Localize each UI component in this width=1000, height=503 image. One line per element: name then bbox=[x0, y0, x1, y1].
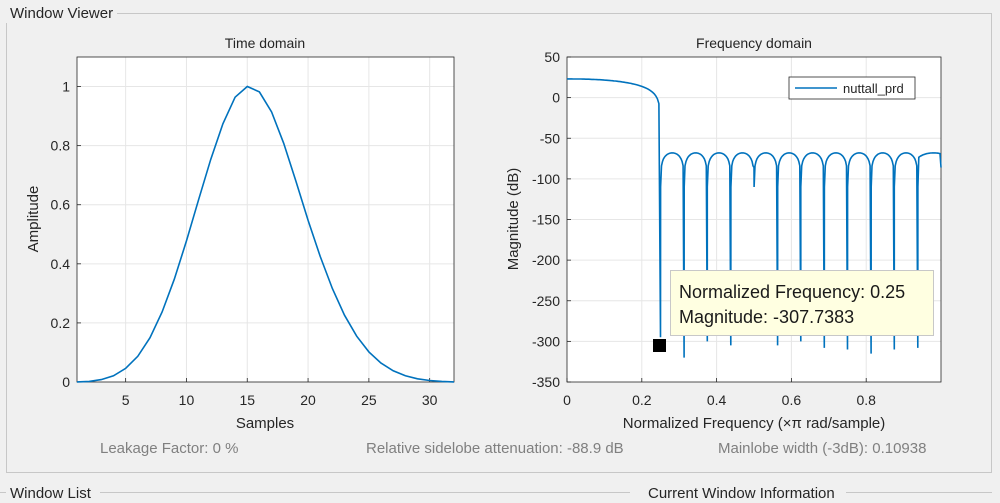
freq-ticks: 0 0.2 0.4 0.6 0.8 50 0 -50 -100 -150 -200 -250 -300 -… bbox=[532, 49, 876, 408]
frequency-domain-axes[interactable]: 0 0.2 0.4 0.6 0.8 50 0 -50 -100 -150 -200 -250 -300 -… bbox=[505, 35, 942, 432]
time-y-tick-label: 1 bbox=[62, 79, 70, 95]
mainlobe-width: Mainlobe width (-3dB): 0.10938 bbox=[718, 440, 927, 457]
current-window-border bbox=[846, 492, 992, 493]
time-y-tick-label: 0.2 bbox=[51, 315, 71, 331]
time-ticks: 5 10 15 20 25 30 0 0.2 0.4 0.6 0.8 1 bbox=[51, 79, 438, 408]
window-list-border bbox=[0, 492, 6, 493]
current-window-title: Current Window Information bbox=[644, 485, 839, 503]
freq-x-tick-label: 0 bbox=[563, 392, 571, 408]
leakage-factor: Leakage Factor: 0 % bbox=[100, 440, 239, 457]
datatip-tooltip[interactable]: Normalized Frequency: 0.25 Magnitude: -3… bbox=[670, 270, 934, 336]
time-x-tick-label: 10 bbox=[179, 392, 195, 408]
window-list-title: Window List bbox=[6, 485, 95, 503]
legend-label: nuttall_prd bbox=[843, 81, 904, 96]
freq-y-tick-label: -150 bbox=[532, 212, 560, 228]
time-x-tick-label: 25 bbox=[361, 392, 377, 408]
time-plot-area bbox=[77, 57, 454, 382]
time-y-tick-label: 0 bbox=[62, 374, 70, 390]
time-x-tick-label: 30 bbox=[422, 392, 438, 408]
time-chart-title: Time domain bbox=[225, 35, 305, 51]
time-x-tick-label: 5 bbox=[122, 392, 130, 408]
time-y-tick-label: 0.8 bbox=[51, 138, 71, 154]
window-list-border-right bbox=[100, 492, 630, 493]
freq-x-tick-label: 0.2 bbox=[632, 392, 652, 408]
freq-x-tick-label: 0.4 bbox=[707, 392, 727, 408]
panel-title: Window Viewer bbox=[6, 5, 118, 23]
freq-y-tick-label: 50 bbox=[544, 49, 560, 65]
time-x-tick-label: 15 bbox=[239, 392, 255, 408]
freq-chart-title: Frequency domain bbox=[696, 35, 812, 51]
sidelobe-attenuation: Relative sidelobe attenuation: -88.9 dB bbox=[366, 440, 624, 457]
freq-y-tick-label: 0 bbox=[552, 90, 560, 106]
window-viewer-panel bbox=[6, 13, 992, 473]
datatip-frequency: Normalized Frequency: 0.25 bbox=[679, 282, 906, 302]
freq-x-tick-label: 0.6 bbox=[782, 392, 802, 408]
time-domain-axes[interactable]: 5 10 15 20 25 30 0 0.2 0.4 0.6 0.8 1 Time domain Sa… bbox=[25, 35, 455, 432]
legend-box bbox=[788, 76, 916, 100]
time-axes-box bbox=[76, 56, 455, 383]
time-x-tick-label: 20 bbox=[300, 392, 316, 408]
freq-series-line bbox=[567, 78, 942, 358]
time-y-tick-label: 0.6 bbox=[51, 197, 71, 213]
freq-x-axis-label: Normalized Frequency (×π rad/sample) bbox=[623, 415, 886, 432]
freq-y-tick-label: -250 bbox=[532, 293, 560, 309]
freq-y-axis-label: Magnitude (dB) bbox=[505, 168, 522, 271]
time-series-line bbox=[76, 85, 455, 383]
freq-y-tick-label: -50 bbox=[540, 130, 560, 146]
freq-y-tick-label: -300 bbox=[532, 333, 560, 349]
freq-y-tick-label: -200 bbox=[532, 252, 560, 268]
time-y-axis-label: Amplitude bbox=[25, 186, 42, 253]
freq-x-tick-label: 0.8 bbox=[856, 392, 876, 408]
datatip-magnitude: Magnitude: -307.7383 bbox=[679, 307, 855, 327]
datatip-marker[interactable] bbox=[653, 339, 666, 352]
time-y-tick-label: 0.4 bbox=[51, 256, 71, 272]
time-x-axis-label: Samples bbox=[236, 415, 294, 432]
freq-y-tick-label: -100 bbox=[532, 171, 560, 187]
legend[interactable]: nuttall_prd bbox=[788, 76, 916, 100]
freq-y-tick-label: -350 bbox=[532, 374, 560, 390]
